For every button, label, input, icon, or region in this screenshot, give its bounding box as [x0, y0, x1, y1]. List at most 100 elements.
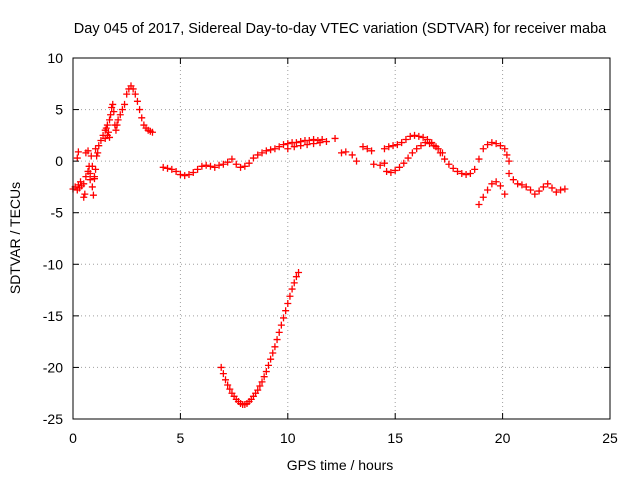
data-point — [402, 135, 410, 143]
data-point — [561, 185, 569, 193]
data-point — [80, 180, 88, 188]
y-tick-label: -15 — [43, 308, 63, 324]
x-tick-label: 20 — [495, 430, 511, 446]
data-point — [254, 386, 262, 394]
data-point — [475, 200, 483, 208]
data-point — [492, 178, 500, 186]
data-point — [110, 108, 118, 116]
data-point — [121, 100, 129, 108]
data-point — [380, 159, 388, 167]
data-point — [331, 134, 339, 142]
data-point — [295, 269, 303, 277]
data-point — [419, 133, 427, 141]
data-point — [471, 165, 479, 173]
data-point — [383, 167, 391, 175]
data-point — [82, 173, 90, 181]
data-point — [277, 321, 285, 329]
data-point — [398, 139, 406, 147]
data-point — [368, 147, 376, 155]
data-point — [282, 307, 290, 315]
data-point — [104, 128, 112, 136]
data-point — [338, 149, 345, 157]
data-point — [385, 143, 393, 151]
y-tick-label: 5 — [55, 102, 63, 118]
data-point — [228, 155, 236, 163]
data-point — [109, 100, 117, 108]
data-point — [445, 160, 453, 168]
data-point — [411, 131, 419, 139]
y-tick-label: -25 — [43, 411, 63, 427]
data-point — [113, 121, 121, 129]
data-point — [395, 163, 403, 171]
data-point — [256, 382, 264, 390]
data-point — [245, 159, 253, 167]
data-point — [535, 187, 543, 195]
series-deep-dip — [217, 269, 303, 409]
x-tick-label: 15 — [387, 430, 403, 446]
data-point — [404, 154, 412, 162]
data-point — [505, 170, 513, 178]
data-point — [292, 273, 300, 281]
data-point — [387, 168, 395, 176]
data-point — [288, 285, 296, 293]
data-point — [438, 149, 446, 157]
data-point — [280, 314, 288, 322]
data-point — [310, 140, 318, 148]
data-point — [249, 154, 257, 162]
x-axis-label: GPS time / hours — [287, 457, 394, 473]
data-point — [322, 138, 330, 146]
data-point — [303, 141, 311, 149]
data-point — [81, 190, 89, 198]
data-point — [74, 148, 82, 156]
data-point — [176, 171, 184, 179]
data-point — [94, 149, 102, 157]
data-point — [84, 147, 92, 155]
data-point — [264, 361, 272, 369]
data-point — [449, 164, 457, 172]
data-point — [273, 336, 281, 344]
data-point — [262, 147, 270, 155]
data-point — [421, 139, 429, 147]
data-point — [275, 143, 283, 151]
data-point — [241, 162, 249, 170]
data-point — [359, 143, 367, 151]
data-point — [544, 180, 552, 188]
data-point — [181, 172, 189, 180]
data-point — [484, 186, 492, 194]
data-point — [501, 190, 509, 198]
x-tick-label: 0 — [69, 430, 77, 446]
data-point — [106, 116, 114, 124]
data-point — [164, 164, 172, 172]
data-point — [267, 146, 275, 154]
data-point — [103, 121, 111, 129]
data-point — [290, 143, 298, 151]
data-point — [284, 299, 292, 307]
data-point — [73, 154, 81, 162]
x-tick-label: 5 — [177, 430, 185, 446]
series-daytime-upper — [284, 138, 330, 153]
data-point — [269, 349, 277, 357]
data-point — [484, 141, 492, 149]
data-point — [466, 170, 474, 178]
data-point — [275, 328, 283, 336]
data-point — [226, 385, 234, 393]
data-point — [159, 163, 167, 171]
data-point — [509, 176, 517, 184]
plot-border — [72, 57, 611, 420]
data-point — [254, 151, 262, 159]
data-point — [417, 142, 425, 150]
data-point — [413, 145, 421, 153]
data-point — [106, 133, 114, 141]
data-point — [391, 166, 399, 174]
data-point — [557, 186, 565, 194]
data-point — [232, 160, 240, 168]
data-point — [172, 167, 180, 175]
data-point — [222, 376, 230, 384]
data-point — [518, 181, 526, 189]
data-point — [86, 170, 94, 178]
data-point — [133, 97, 141, 105]
chart-title: Day 045 of 2017, Sidereal Day-to-day VTE… — [74, 21, 607, 37]
data-point — [262, 368, 270, 376]
